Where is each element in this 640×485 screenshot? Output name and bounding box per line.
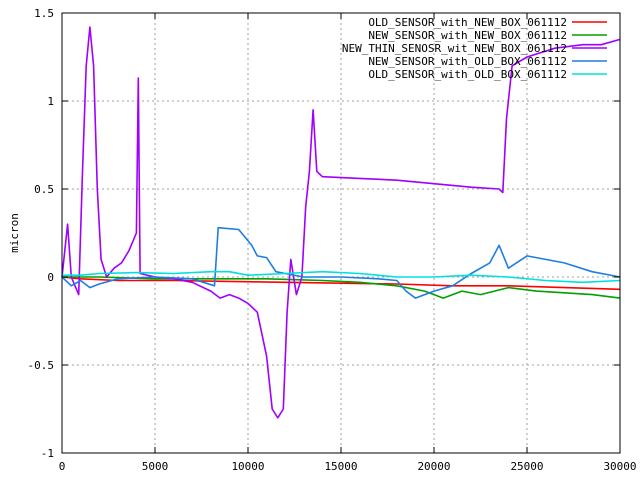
grid xyxy=(62,13,620,453)
y-tick-label: 1.5 xyxy=(34,7,54,20)
x-tick-label: 25000 xyxy=(510,460,543,473)
series-line xyxy=(62,270,621,284)
x-tick-label: 15000 xyxy=(324,460,357,473)
y-tick-label: 0 xyxy=(47,271,54,284)
legend-label: NEW_SENSOR_with_NEW_BOX_061112 xyxy=(368,29,567,42)
x-tick-label: 5000 xyxy=(142,460,169,473)
x-tick-label: 0 xyxy=(59,460,66,473)
y-tick-label: -0.5 xyxy=(28,359,55,372)
legend-label: NEW_SENSOR_with_OLD_BOX_061112 xyxy=(368,55,567,68)
x-tick-label: 30000 xyxy=(603,460,636,473)
series-line xyxy=(61,26,621,419)
series-line xyxy=(61,226,621,299)
y-tick-label: 0.5 xyxy=(34,183,54,196)
series-layer xyxy=(61,26,621,419)
y-tick-label: 1 xyxy=(47,95,54,108)
x-tick-label: 20000 xyxy=(417,460,450,473)
legend-label: OLD_SENSOR_with_NEW_BOX_061112 xyxy=(368,16,567,29)
x-tick-label: 10000 xyxy=(231,460,264,473)
legend-label: OLD_SENSOR_with_OLD_BOX_061112 xyxy=(368,68,567,81)
y-axis-label: micron xyxy=(8,213,21,253)
legend-label: NEW_THIN_SENOSR_wit_NEW_BOX_061112 xyxy=(342,42,567,55)
y-tick-label: -1 xyxy=(41,447,54,460)
axes: 0 5000 10000 15000 20000 25000 30000 -1 -0.5 0 0.5… xyxy=(28,7,637,473)
legend: OLD_SENSOR_with_NEW_BOX_061112NEW_SENSOR… xyxy=(342,16,607,81)
